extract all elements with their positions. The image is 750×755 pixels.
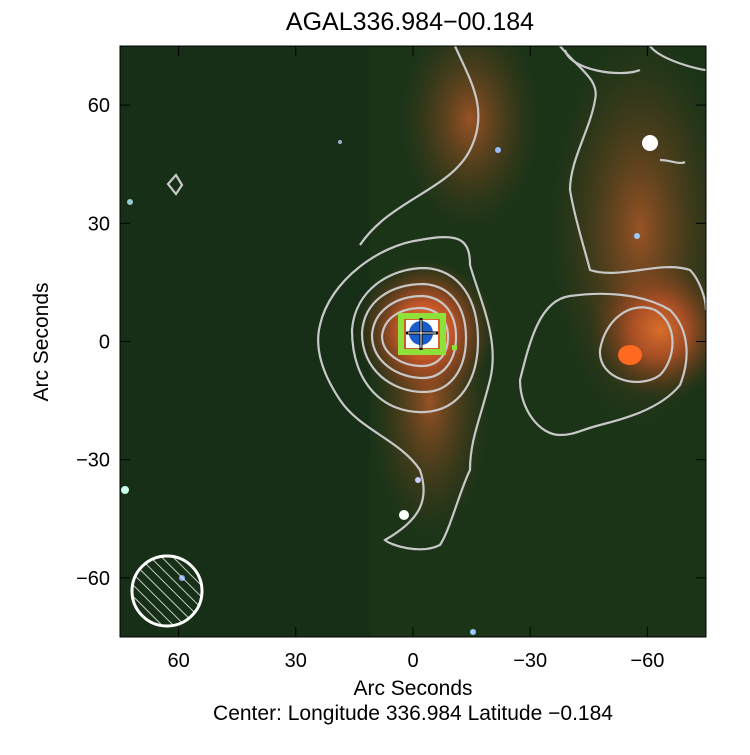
x-axis-label: Arc Seconds xyxy=(353,677,472,700)
chart-title: AGAL336.984−00.184 xyxy=(286,8,534,36)
x-tick-label: 0 xyxy=(407,650,418,672)
x-tick-label: 60 xyxy=(167,650,189,672)
y-tick-label: 30 xyxy=(88,213,110,235)
y-tick-label: −30 xyxy=(76,450,110,472)
image xyxy=(120,46,706,637)
x-tick-label: 30 xyxy=(285,650,307,672)
y-tick-label: 60 xyxy=(88,95,110,117)
y-axis-label: Arc Seconds xyxy=(30,282,53,401)
footer-text: Center: Longitude 336.984 Latitude −0.18… xyxy=(213,702,613,725)
y-tick-label: −60 xyxy=(76,568,110,590)
x-tick-label: −60 xyxy=(630,650,664,672)
x-tick-label: −30 xyxy=(513,650,547,672)
y-tick-label: 0 xyxy=(99,332,110,354)
